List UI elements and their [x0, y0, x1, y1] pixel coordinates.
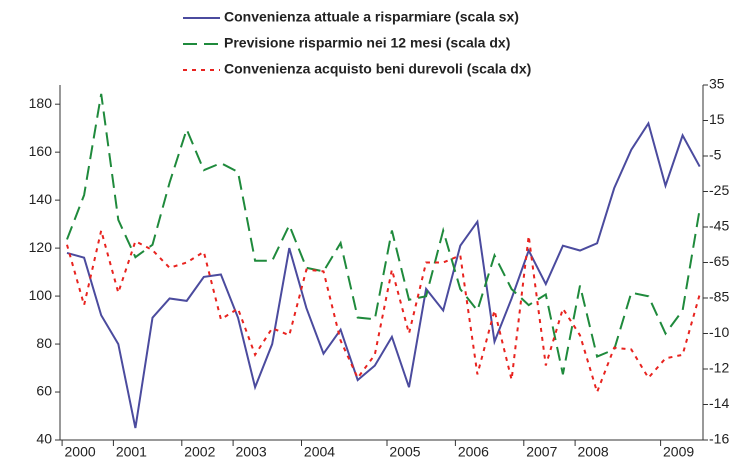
x-tick-label: 2002: [184, 444, 215, 460]
legend-label: Convenienza acquisto beni durevoli (scal…: [224, 61, 531, 77]
y-tick-label: 60: [36, 383, 52, 399]
y-tick-label: 120: [29, 239, 53, 255]
y2-tick-label: -85: [709, 289, 729, 305]
y2-tick-label: -25: [709, 182, 729, 198]
y-tick-label: 40: [36, 431, 52, 447]
y-tick-label: 160: [29, 143, 53, 159]
series-line: [66, 93, 701, 375]
x-tick-label: 2000: [65, 444, 96, 460]
series-line: [66, 230, 701, 396]
y2-tick-label: -10: [709, 324, 729, 340]
x-tick-label: 2001: [116, 444, 147, 460]
legend-label: Previsione risparmio nei 12 mesi (scala …: [224, 35, 510, 51]
x-tick-label: 2006: [458, 444, 489, 460]
x-tick-label: 2007: [526, 444, 557, 460]
y-tick-label: 180: [29, 95, 53, 111]
x-tick-label: 2008: [578, 444, 609, 460]
y2-tick-label: -14: [709, 395, 729, 411]
y2-tick-label: -65: [709, 253, 729, 269]
y2-tick-label: -45: [709, 218, 729, 234]
y2-tick-label: -16: [709, 431, 729, 447]
y-tick-label: 100: [29, 287, 53, 303]
x-tick-label: 2005: [389, 444, 420, 460]
y2-tick-label: -5: [709, 147, 722, 163]
x-tick-label: 2009: [663, 444, 694, 460]
y2-tick-label: -12: [709, 360, 729, 376]
y-tick-label: 140: [29, 191, 53, 207]
y-tick-label: 80: [36, 335, 52, 351]
legend-label: Convenienza attuale a risparmiare (scala…: [224, 9, 519, 25]
x-tick-label: 2004: [304, 444, 335, 460]
x-tick-label: 2003: [236, 444, 267, 460]
series-line: [66, 120, 701, 429]
y2-tick-label: 35: [709, 76, 725, 92]
y2-tick-label: 15: [709, 111, 725, 127]
